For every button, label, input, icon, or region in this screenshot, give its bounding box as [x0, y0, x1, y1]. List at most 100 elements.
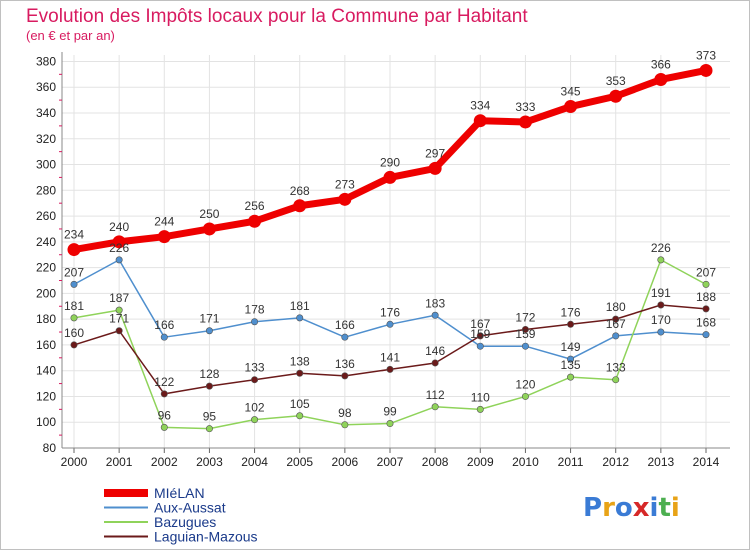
- data-label: 345: [561, 85, 581, 99]
- data-point: [70, 314, 78, 322]
- y-tick-label: 320: [36, 132, 56, 146]
- data-point: [521, 342, 529, 350]
- data-point: [341, 333, 349, 341]
- x-tick-label: 2012: [602, 455, 629, 469]
- data-point: [564, 100, 578, 114]
- data-label: 256: [245, 199, 265, 213]
- data-point: [431, 359, 439, 367]
- data-point: [160, 390, 168, 398]
- x-tick-label: 2001: [106, 455, 133, 469]
- data-label: 187: [109, 291, 129, 305]
- data-point: [612, 332, 620, 340]
- data-label: 207: [64, 265, 84, 279]
- data-label: 171: [199, 312, 219, 326]
- data-label: 273: [335, 177, 355, 191]
- data-label: 95: [203, 410, 217, 424]
- y-tick-label: 80: [43, 441, 57, 455]
- y-tick-label: 200: [36, 286, 56, 300]
- logo-letter: o: [615, 493, 633, 523]
- data-label: 99: [383, 405, 397, 419]
- data-label: 146: [425, 344, 445, 358]
- data-label: 188: [696, 290, 716, 304]
- data-label: 167: [606, 317, 626, 331]
- x-tick-label: 2002: [151, 455, 178, 469]
- data-point: [612, 315, 620, 323]
- data-label: 160: [64, 326, 84, 340]
- data-point: [476, 332, 484, 340]
- data-point: [115, 327, 123, 335]
- data-point: [567, 320, 575, 328]
- data-point: [657, 328, 665, 336]
- x-tick-label: 2008: [422, 455, 449, 469]
- data-point: [383, 170, 397, 184]
- y-tick-label: 260: [36, 209, 56, 223]
- data-point: [70, 341, 78, 349]
- data-label: 128: [199, 367, 219, 381]
- data-point: [338, 192, 352, 206]
- data-label: 120: [515, 377, 535, 391]
- data-point: [657, 256, 665, 264]
- legend-label: Bazugues: [154, 514, 216, 530]
- data-label: 159: [515, 327, 535, 341]
- x-tick-label: 2014: [693, 455, 720, 469]
- data-point: [296, 412, 304, 420]
- data-label: 181: [64, 299, 84, 313]
- data-point: [70, 280, 78, 288]
- data-label: 167: [470, 317, 490, 331]
- data-point: [702, 305, 710, 313]
- series-bazugues: [70, 256, 710, 433]
- logo-letter: r: [602, 493, 615, 523]
- x-tick-label: 2003: [196, 455, 223, 469]
- data-label: 159: [470, 327, 490, 341]
- data-point: [205, 382, 213, 390]
- logo-letter: x: [633, 493, 650, 523]
- data-label: 133: [606, 361, 626, 375]
- data-point: [205, 425, 213, 433]
- data-point: [476, 342, 484, 350]
- y-tick-label: 300: [36, 158, 56, 172]
- data-label: 141: [380, 350, 400, 364]
- data-label: 250: [199, 207, 219, 221]
- data-point: [157, 230, 171, 244]
- data-label: 353: [606, 74, 626, 88]
- x-tick-label: 2009: [467, 455, 494, 469]
- data-label: 110: [471, 390, 490, 404]
- y-tick-label: 120: [36, 389, 56, 403]
- data-point: [112, 235, 126, 249]
- data-label: 240: [109, 220, 129, 234]
- data-point: [567, 373, 575, 381]
- data-point: [386, 320, 394, 328]
- series-mi-lan: [67, 63, 713, 257]
- logo-letter: t: [658, 493, 670, 523]
- data-point: [428, 161, 442, 175]
- data-label: 268: [290, 184, 310, 198]
- proxiti-logo: Proxiti: [583, 493, 680, 523]
- data-point: [251, 376, 259, 384]
- series-group: [67, 63, 713, 433]
- legend-label: MIéLAN: [154, 485, 205, 501]
- data-label: 170: [651, 313, 671, 327]
- data-point: [251, 416, 259, 424]
- grid: [62, 55, 730, 449]
- data-label: 207: [696, 265, 716, 279]
- data-label: 136: [335, 357, 355, 371]
- data-point: [296, 314, 304, 322]
- data-point: [476, 405, 484, 413]
- data-label: 244: [154, 215, 174, 229]
- data-label: 133: [245, 361, 265, 375]
- logo-letter: P: [583, 493, 602, 523]
- y-tick-label: 280: [36, 183, 56, 197]
- data-label: 112: [426, 388, 445, 402]
- data-point: [115, 306, 123, 314]
- data-label: 178: [245, 303, 265, 317]
- data-label: 138: [290, 354, 310, 368]
- data-point: [657, 301, 665, 309]
- y-tick-label: 360: [36, 80, 56, 94]
- data-labels: 207 226 166 171 178 181 166 176 183 159 159 149 167 1…: [64, 48, 716, 423]
- data-label: 135: [561, 358, 581, 372]
- data-point: [567, 355, 575, 363]
- data-label: 166: [335, 318, 355, 332]
- data-point: [386, 365, 394, 373]
- x-tick-label: 2013: [648, 455, 675, 469]
